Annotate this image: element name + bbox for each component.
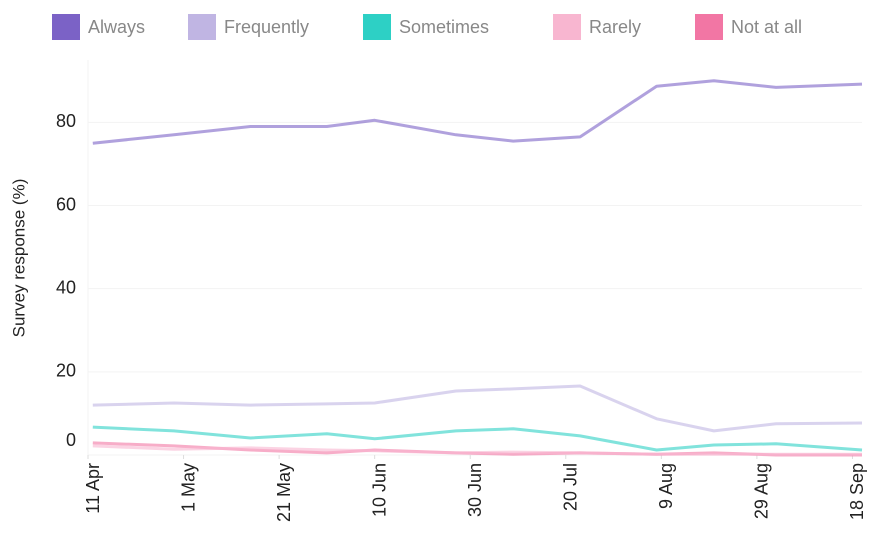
legend-swatch[interactable] <box>188 14 216 40</box>
x-tick-label: 10 Jun <box>369 463 389 517</box>
legend-swatch[interactable] <box>553 14 581 40</box>
x-tick-label: 1 May <box>178 463 198 512</box>
legend-label[interactable]: Always <box>88 17 145 37</box>
series-line <box>92 425 863 452</box>
x-tick-label: 9 Aug <box>656 463 676 509</box>
x-tick-label: 18 Sep <box>847 463 867 520</box>
legend-swatch[interactable] <box>695 14 723 40</box>
y-tick-label: 40 <box>56 277 76 297</box>
y-axis-title: Survey response (%) <box>9 179 28 338</box>
legend-label[interactable]: Sometimes <box>399 17 489 37</box>
x-tick-label: 11 Apr <box>83 463 103 514</box>
y-tick-label: 20 <box>56 361 76 381</box>
series-line <box>92 384 863 433</box>
legend-label[interactable]: Not at all <box>731 17 802 37</box>
x-tick-label: 20 Jul <box>561 463 581 511</box>
y-tick-label: 60 <box>56 194 76 214</box>
series-line <box>92 444 862 456</box>
legend-label[interactable]: Frequently <box>224 17 309 37</box>
x-tick-label: 21 May <box>274 463 294 522</box>
legend-swatch[interactable] <box>363 14 391 40</box>
x-tick-label: 30 Jun <box>465 463 485 517</box>
legend-label[interactable]: Rarely <box>589 17 641 37</box>
series-line <box>92 79 863 145</box>
legend-swatch[interactable] <box>52 14 80 40</box>
y-tick-label: 0 <box>66 430 76 450</box>
y-tick-label: 80 <box>56 111 76 131</box>
x-tick-label: 29 Aug <box>752 463 772 519</box>
